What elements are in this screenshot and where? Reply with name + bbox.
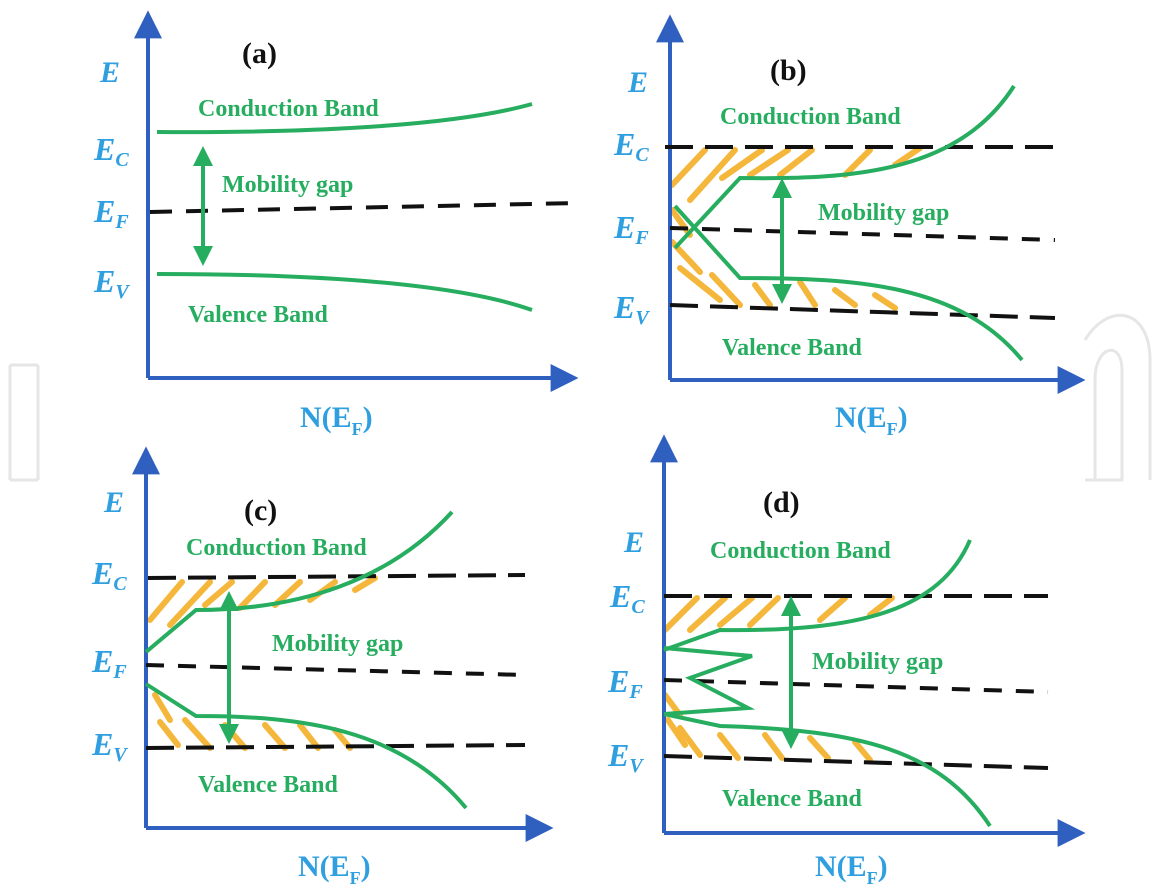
conduction-band-edge xyxy=(663,539,972,652)
valence-band-label: Valence Band xyxy=(198,772,338,798)
ec-label: EC xyxy=(91,555,127,595)
panel-label: (a) xyxy=(242,37,277,70)
ef-label: EF xyxy=(613,209,649,249)
ef-label: EF xyxy=(607,663,643,703)
localized-states-spikes xyxy=(663,646,756,716)
dos-axis-label: N(EF) xyxy=(300,401,373,439)
panel-a: (a) E EC EF EV Conduction Band Mobility … xyxy=(93,10,579,439)
ev-label: EV xyxy=(613,289,650,329)
valence-band-edge xyxy=(663,712,992,828)
hatch-marks xyxy=(662,595,895,763)
mobility-gap-label: Mobility gap xyxy=(222,172,353,198)
mobility-gap-label: Mobility gap xyxy=(272,631,403,657)
energy-axis-label: E xyxy=(103,486,124,519)
fermi-level xyxy=(669,226,1056,242)
energy-axis-label: E xyxy=(623,526,644,559)
conduction-band-label: Conduction Band xyxy=(710,538,891,564)
hatch-marks xyxy=(669,145,923,311)
energy-axis-label: E xyxy=(627,66,648,99)
ev-label: EV xyxy=(91,726,128,766)
fermi-level xyxy=(663,678,1049,694)
hatch-marks xyxy=(147,575,378,751)
panel-b: (b) E EC EF EV Conduction Band Mobility … xyxy=(613,14,1086,439)
ec-label: EC xyxy=(613,126,649,166)
conduction-band-edge xyxy=(673,84,1016,250)
panel-label: (d) xyxy=(763,486,800,519)
ec-level xyxy=(147,573,526,580)
panel-c: (c) E EC EF EV Conduction Band Mobility … xyxy=(91,446,554,888)
energy-axis-label: E xyxy=(99,56,120,89)
valence-band-label: Valence Band xyxy=(722,786,862,812)
ev-level xyxy=(669,303,1056,320)
ev-label: EV xyxy=(93,263,130,303)
panel-label: (c) xyxy=(244,494,277,527)
panel-label: (b) xyxy=(770,54,807,87)
ev-level xyxy=(663,754,1049,770)
fermi-level xyxy=(145,663,526,677)
ef-label: EF xyxy=(91,643,127,683)
valence-band-edge xyxy=(673,204,1024,362)
conduction-band-label: Conduction Band xyxy=(720,104,901,130)
ev-label: EV xyxy=(607,737,644,777)
mobility-gap-label: Mobility gap xyxy=(818,200,949,226)
dos-axis-label: N(EF) xyxy=(298,850,371,888)
conduction-band-edge xyxy=(156,102,533,135)
valence-band-edge xyxy=(156,272,533,312)
watermark xyxy=(8,313,1152,482)
panel-d: (d) E EC EF EV Conduction Band Mobility … xyxy=(607,434,1086,888)
valence-band-label: Valence Band xyxy=(188,302,328,328)
ec-label: EC xyxy=(609,578,645,618)
dos-axis-label: N(EF) xyxy=(815,850,888,888)
dos-axis-label: N(EF) xyxy=(835,401,908,439)
fermi-level xyxy=(149,201,579,214)
conduction-band-label: Conduction Band xyxy=(198,96,379,122)
conduction-band-label: Conduction Band xyxy=(186,535,367,561)
ev-level xyxy=(145,743,526,750)
ec-label: EC xyxy=(93,131,129,171)
ef-label: EF xyxy=(93,193,129,233)
mobility-gap-label: Mobility gap xyxy=(812,649,943,675)
valence-band-label: Valence Band xyxy=(722,335,862,361)
